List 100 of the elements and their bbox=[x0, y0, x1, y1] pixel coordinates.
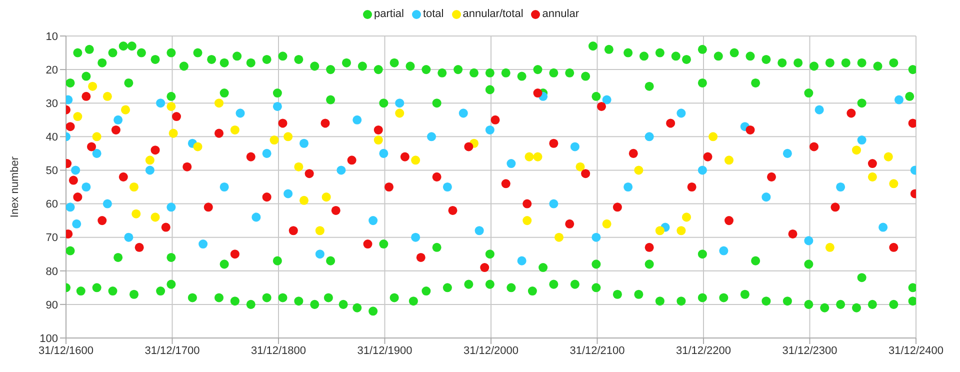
point bbox=[73, 112, 82, 122]
point bbox=[294, 162, 304, 172]
point bbox=[132, 209, 141, 218]
point bbox=[894, 95, 904, 104]
legend-label: total bbox=[422, 8, 444, 20]
point bbox=[682, 212, 692, 222]
point bbox=[315, 250, 324, 259]
x-tick-label: 31/12/1700 bbox=[144, 344, 200, 357]
point bbox=[262, 148, 272, 158]
point bbox=[71, 166, 80, 175]
point bbox=[804, 236, 814, 246]
point bbox=[878, 222, 888, 232]
point bbox=[884, 152, 893, 162]
x-tick-label: 31/12/1600 bbox=[38, 344, 94, 357]
point bbox=[92, 148, 102, 158]
point bbox=[549, 199, 558, 208]
point bbox=[214, 98, 224, 108]
point bbox=[458, 108, 468, 118]
point bbox=[168, 128, 178, 138]
point bbox=[299, 196, 309, 205]
point bbox=[230, 125, 240, 134]
point bbox=[857, 136, 866, 145]
point bbox=[836, 182, 846, 192]
point bbox=[411, 232, 420, 242]
point bbox=[889, 179, 898, 188]
point bbox=[474, 226, 484, 236]
point bbox=[129, 182, 139, 192]
point bbox=[395, 108, 404, 118]
point bbox=[524, 152, 534, 162]
point bbox=[322, 192, 331, 202]
point bbox=[644, 132, 654, 142]
y-tick-label: 70 bbox=[46, 232, 58, 244]
y-tick-label: 60 bbox=[46, 198, 58, 211]
x-tick-label: 31/12/1800 bbox=[250, 344, 306, 357]
point bbox=[782, 148, 792, 158]
point bbox=[166, 202, 176, 212]
point bbox=[570, 142, 580, 152]
point bbox=[145, 166, 154, 175]
y-tick-label: 10 bbox=[46, 30, 58, 43]
point bbox=[411, 156, 420, 165]
point bbox=[114, 115, 123, 124]
point bbox=[676, 108, 686, 118]
point bbox=[576, 162, 585, 172]
legend-label: annular bbox=[542, 8, 579, 20]
point bbox=[102, 92, 112, 101]
point bbox=[762, 192, 771, 202]
point bbox=[92, 132, 102, 142]
point bbox=[336, 166, 346, 175]
point bbox=[284, 132, 293, 142]
point bbox=[315, 226, 324, 236]
point bbox=[868, 172, 877, 182]
y-tick-label: 20 bbox=[46, 64, 58, 76]
point bbox=[724, 156, 734, 165]
point bbox=[252, 212, 261, 222]
point bbox=[284, 189, 293, 198]
point bbox=[272, 102, 282, 111]
point bbox=[506, 159, 516, 168]
x-tick-label: 31/12/2400 bbox=[888, 344, 944, 357]
point bbox=[270, 136, 279, 145]
point bbox=[602, 95, 612, 104]
point bbox=[145, 156, 154, 165]
point bbox=[166, 102, 176, 111]
point bbox=[698, 166, 707, 175]
y-tick-label: 90 bbox=[46, 299, 58, 312]
x-tick-label: 31/12/2200 bbox=[676, 344, 732, 357]
point bbox=[554, 232, 564, 242]
point bbox=[66, 202, 75, 212]
point bbox=[198, 240, 208, 249]
point bbox=[299, 138, 309, 148]
point bbox=[624, 182, 633, 192]
x-tick-label: 31/12/2300 bbox=[782, 344, 838, 357]
y-tick-label: 80 bbox=[46, 266, 58, 278]
point bbox=[150, 212, 160, 222]
point bbox=[379, 148, 388, 158]
y-tick-label: 50 bbox=[46, 165, 58, 178]
point bbox=[592, 232, 601, 242]
point bbox=[676, 226, 686, 236]
point bbox=[485, 125, 494, 134]
x-tick-label: 31/12/1900 bbox=[357, 344, 412, 357]
point bbox=[522, 216, 532, 226]
point bbox=[72, 219, 82, 228]
x-tick-label: 31/12/2100 bbox=[570, 344, 625, 357]
y-axis-title: Inex number bbox=[8, 156, 21, 218]
legend-label: annular/total bbox=[462, 8, 524, 20]
point bbox=[825, 242, 834, 252]
point bbox=[102, 199, 112, 208]
point bbox=[708, 132, 718, 142]
point bbox=[634, 166, 644, 175]
point bbox=[602, 219, 612, 228]
x-tick-label: 31/12/2000 bbox=[463, 344, 519, 357]
point bbox=[719, 246, 728, 256]
point bbox=[442, 182, 452, 192]
point bbox=[374, 136, 383, 145]
point bbox=[220, 182, 229, 192]
point bbox=[124, 232, 134, 242]
point bbox=[156, 98, 166, 108]
point bbox=[395, 98, 404, 108]
point bbox=[533, 152, 542, 162]
point bbox=[517, 256, 526, 266]
point bbox=[82, 182, 91, 192]
